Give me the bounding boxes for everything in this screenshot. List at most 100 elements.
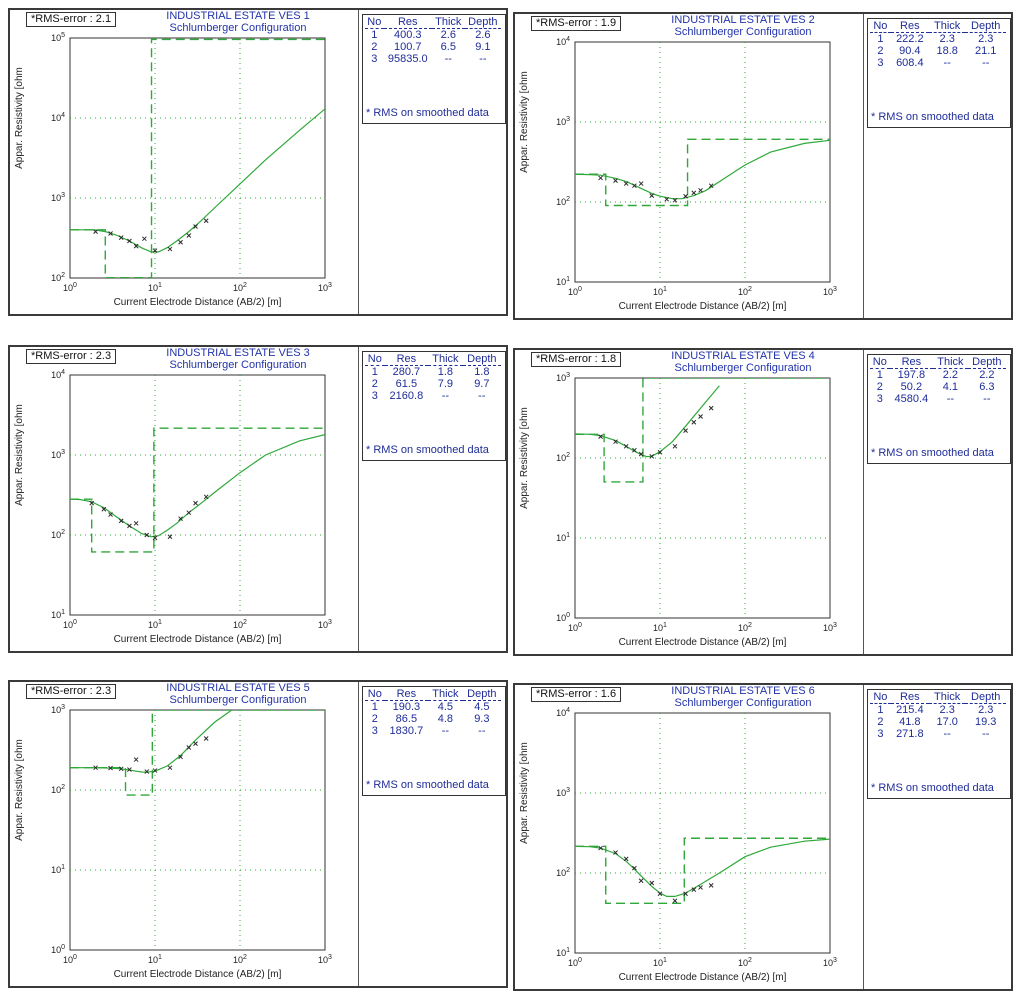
column-header: Depth bbox=[965, 690, 1006, 704]
layer-cell: 4.5 bbox=[437, 701, 454, 713]
layer-cell: 1 bbox=[877, 33, 884, 45]
layer-cell: 2.3 bbox=[939, 704, 955, 716]
plot-area: 100 101 102 103 101 102 103 104 Current Electrod… bbox=[10, 347, 359, 651]
layer-cell: 4.8 bbox=[437, 713, 454, 725]
layer-row: 2 100.7 6.5 9.1 bbox=[365, 41, 501, 53]
x-tick-label: 103 bbox=[318, 619, 332, 630]
layer-cell: 1 bbox=[371, 701, 378, 713]
observed-point bbox=[632, 183, 637, 189]
calculated-curve bbox=[70, 108, 325, 253]
layer-cell: 86.5 bbox=[395, 713, 418, 725]
observed-point bbox=[691, 887, 697, 892]
x-tick-label: 102 bbox=[738, 957, 752, 968]
plot-area: 100 101 102 103 102 103 104 105 Current Electrod… bbox=[10, 10, 359, 314]
y-tick-label: 100 bbox=[51, 944, 65, 955]
column-header: Res bbox=[889, 355, 934, 369]
observed-point bbox=[108, 231, 113, 236]
axes-frame bbox=[574, 41, 831, 283]
layer-cell: 6.5 bbox=[440, 41, 456, 53]
x-tick-label: 101 bbox=[148, 619, 162, 630]
plot-content bbox=[70, 38, 325, 278]
layer-cell: 6.3 bbox=[979, 381, 995, 393]
layer-parameter-box: No Res Thick Depth 1 190.3 4.5 4.5 2 86.5 4.8 9.3 3 1… bbox=[362, 686, 506, 796]
observed-point bbox=[698, 885, 703, 890]
observed-point bbox=[203, 736, 209, 741]
layer-cell: 2 bbox=[371, 378, 378, 390]
observed-point bbox=[691, 419, 697, 425]
y-axis-label: Appar. Resistivity [ohm bbox=[519, 742, 530, 844]
observed-point bbox=[672, 443, 678, 449]
layer-cell: 400.3 bbox=[394, 29, 422, 41]
chart-title: INDUSTRIAL ESTATE VES 1 Schlumberger Conf… bbox=[138, 10, 338, 34]
layer-parameter-box: No Res Thick Depth 1 197.8 2.2 2.2 2 50.2 4.1 6.3 3 4… bbox=[867, 354, 1011, 464]
axes-frame bbox=[574, 712, 831, 954]
layer-cell: 4.5 bbox=[474, 701, 490, 713]
x-tick-label: 100 bbox=[63, 954, 77, 965]
layer-cell: 100.7 bbox=[394, 41, 422, 53]
observed-point bbox=[193, 500, 198, 506]
layer-cell: 215.4 bbox=[896, 704, 924, 716]
layer-cell: 190.3 bbox=[392, 701, 421, 713]
layer-row: 3 2160.8 -- -- bbox=[365, 390, 501, 402]
layer-model-line bbox=[575, 138, 830, 207]
layer-row: 2 41.8 17.0 19.3 bbox=[870, 716, 1006, 728]
layer-cell: 3 bbox=[877, 728, 884, 740]
x-tick-label: 102 bbox=[738, 286, 752, 297]
calculated-curve bbox=[70, 434, 325, 538]
layer-cell: 2 bbox=[876, 381, 883, 393]
layer-cell: -- bbox=[982, 728, 990, 740]
x-axis-label: Current Electrode Distance (AB/2) [m] bbox=[114, 634, 282, 645]
layer-cell: 3 bbox=[371, 390, 378, 402]
layer-cell: 1 bbox=[371, 366, 378, 378]
observed-point bbox=[623, 856, 629, 862]
column-header: No bbox=[365, 687, 385, 701]
y-tick-label: 102 bbox=[556, 452, 570, 463]
layer-cell: 1.8 bbox=[437, 366, 454, 378]
y-tick-label: 101 bbox=[556, 532, 570, 543]
observed-point bbox=[178, 516, 183, 522]
x-tick-label: 103 bbox=[318, 954, 332, 965]
observed-point bbox=[613, 850, 618, 855]
ves-panel-1: 100 101 102 103 102 103 104 105 Current Electrod… bbox=[8, 8, 508, 316]
rms-error-label: *RMS-error : 2.3 bbox=[26, 349, 117, 364]
layer-table: No Res Thick Depth 1 197.8 2.2 2.2 2 50.2 4.1 6.3 3 4… bbox=[870, 355, 1006, 405]
observed-point bbox=[708, 183, 714, 189]
plot-area: 100 101 102 103 100 101 102 103 Current Electrod… bbox=[10, 682, 359, 986]
layer-cell: -- bbox=[982, 57, 990, 69]
y-tick-label: 104 bbox=[556, 36, 570, 47]
observed-point bbox=[93, 229, 98, 234]
layer-cell: 41.8 bbox=[899, 716, 921, 728]
x-tick-label: 102 bbox=[233, 282, 247, 293]
layer-cell: 2.3 bbox=[978, 704, 994, 716]
column-header: Res bbox=[890, 19, 929, 33]
layer-parameter-box: No Res Thick Depth 1 400.3 2.6 2.6 2 100.7 6.5 9.1 3… bbox=[362, 14, 506, 124]
ves-panel-6: 100 101 102 103 101 102 103 104 Current Electrod… bbox=[513, 683, 1013, 991]
calculated-curve bbox=[575, 385, 720, 458]
column-header: Depth bbox=[965, 19, 1006, 33]
resistivity-plot: 100 101 102 103 100 101 102 103 Current Electrod… bbox=[14, 704, 332, 980]
layer-table: No Res Thick Depth 1 400.3 2.6 2.6 2 100.7 6.5 9.1 3… bbox=[365, 15, 501, 65]
rms-note: * RMS on smoothed data bbox=[366, 107, 489, 119]
column-header: No bbox=[870, 355, 890, 369]
observed-point bbox=[623, 181, 629, 186]
layer-cell: 95835.0 bbox=[387, 53, 428, 65]
observed-point bbox=[613, 439, 618, 445]
y-tick-label: 100 bbox=[556, 612, 570, 623]
observed-point bbox=[152, 768, 158, 773]
layer-cell: -- bbox=[943, 728, 951, 740]
x-tick-label: 102 bbox=[233, 954, 247, 965]
layer-row: 2 86.5 4.8 9.3 bbox=[365, 713, 501, 725]
observed-point bbox=[193, 741, 198, 746]
observed-point bbox=[144, 532, 150, 538]
layer-cell: 21.1 bbox=[975, 45, 997, 57]
layer-row: 1 197.8 2.2 2.2 bbox=[870, 369, 1006, 382]
chart-subtitle: Schlumberger Configuration bbox=[674, 697, 812, 709]
plot-content bbox=[70, 710, 325, 796]
chart-title: INDUSTRIAL ESTATE VES 6 Schlumberger Conf… bbox=[643, 685, 843, 709]
observed-point bbox=[683, 891, 688, 897]
observed-point bbox=[638, 181, 644, 186]
layer-cell: 2.2 bbox=[942, 369, 959, 381]
observed-point bbox=[672, 898, 678, 904]
